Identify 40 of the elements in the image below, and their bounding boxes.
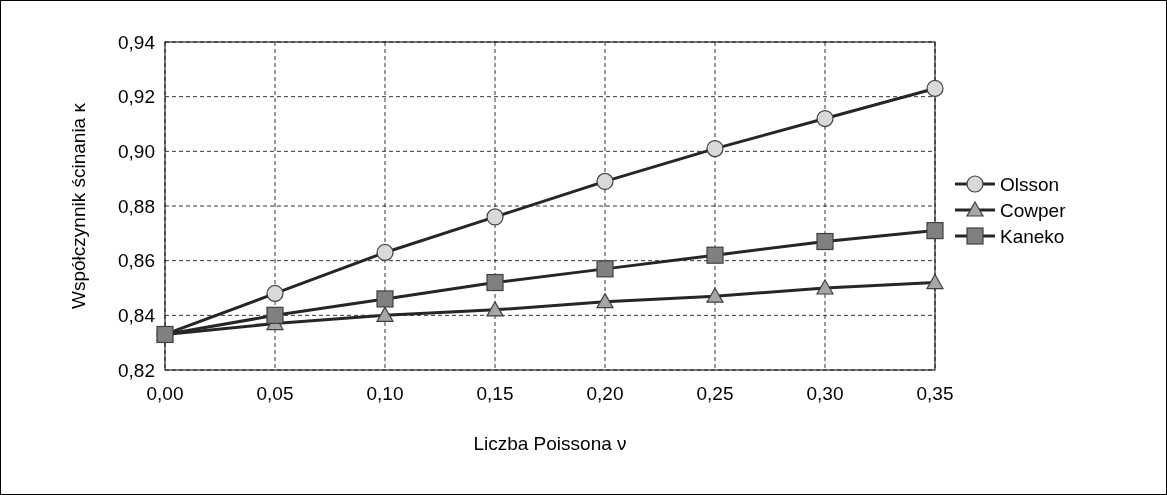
y-tick-label: 0,82: [118, 359, 155, 381]
y-tick-label: 0,90: [118, 140, 155, 162]
y-tick-label: 0,86: [118, 250, 155, 272]
point: [596, 293, 614, 309]
point: [926, 79, 944, 98]
y-tick-label: 0,84: [118, 304, 156, 326]
point: [596, 172, 614, 190]
x-tick-label: 0,15: [476, 383, 514, 404]
point: [706, 287, 724, 303]
point: [816, 279, 834, 295]
point: [486, 301, 504, 317]
point: [486, 273, 504, 292]
y-axis-title: Współczynnik ścinania κ: [68, 102, 89, 309]
point: [376, 290, 394, 308]
x-tick-label: 0,30: [806, 383, 844, 404]
x-tick-label: 0,05: [256, 383, 294, 404]
y-tick-label: 0,94: [118, 31, 156, 53]
point: [376, 243, 394, 262]
point: [266, 306, 284, 324]
point: [706, 246, 724, 264]
x-tick-label: 0,35: [916, 383, 954, 404]
point: [486, 208, 504, 226]
x-axis-title: Liczba Poissona ν: [473, 433, 627, 454]
y-tick-label: 0,88: [118, 195, 155, 217]
point: [816, 232, 834, 251]
x-tick-label: 0,00: [146, 383, 184, 404]
legend-label: Cowper: [1000, 199, 1067, 221]
x-tick-label: 0,20: [586, 383, 624, 404]
legend-label: Olsson: [1000, 173, 1060, 195]
point: [596, 260, 614, 278]
point: [706, 140, 724, 158]
x-tick-label: 0,10: [366, 383, 404, 404]
point: [376, 306, 394, 322]
y-tick-label: 0,92: [118, 86, 155, 108]
point: [926, 273, 944, 290]
x-tick-label: 0,25: [696, 383, 734, 404]
legend-label: Kaneko: [1000, 225, 1065, 247]
point: [266, 284, 284, 303]
point: [926, 222, 944, 240]
point: [816, 109, 834, 128]
